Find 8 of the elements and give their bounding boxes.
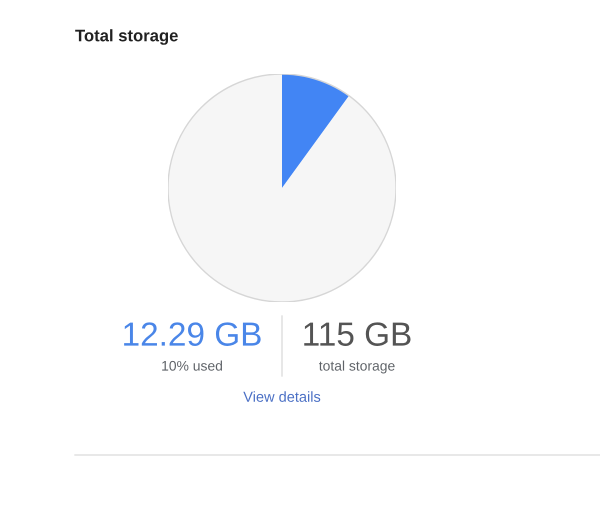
pie-slice — [168, 74, 396, 302]
text: 115 GB — [304, 322, 411, 346]
text: View details — [243, 391, 320, 402]
chart-title: Total storage — [75, 29, 178, 45]
pie-slice — [282, 74, 350, 188]
text: 12.29 GB — [124, 322, 261, 346]
text: total storage — [318, 360, 395, 374]
text: 10% used — [162, 360, 222, 371]
